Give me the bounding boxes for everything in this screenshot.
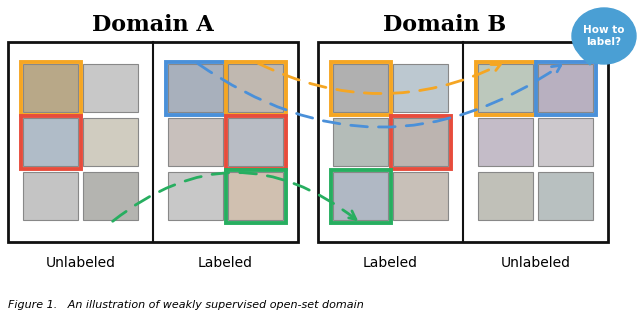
Bar — [330, 61, 390, 115]
Ellipse shape — [572, 8, 636, 64]
Bar — [538, 64, 593, 112]
Bar — [23, 118, 78, 166]
Bar — [83, 172, 138, 220]
Bar — [228, 172, 283, 220]
Bar — [166, 61, 225, 115]
Text: Figure 1.   An illustration of weakly supervised open-set domain: Figure 1. An illustration of weakly supe… — [8, 300, 364, 310]
Bar — [538, 172, 593, 220]
Bar — [393, 64, 448, 112]
Bar — [168, 118, 223, 166]
Bar — [20, 115, 81, 168]
Bar — [225, 115, 285, 168]
Bar — [478, 172, 533, 220]
Bar — [478, 64, 533, 112]
Bar — [390, 115, 451, 168]
Polygon shape — [580, 52, 596, 65]
Text: Labeled: Labeled — [198, 256, 253, 270]
Bar — [8, 42, 298, 242]
Text: Domain A: Domain A — [92, 14, 214, 36]
Bar — [23, 172, 78, 220]
Text: How to
label?: How to label? — [583, 25, 625, 47]
Bar — [333, 118, 388, 166]
Bar — [168, 172, 223, 220]
Bar — [393, 172, 448, 220]
Bar — [228, 118, 283, 166]
Bar — [393, 118, 448, 166]
Bar — [333, 64, 388, 112]
Bar — [225, 169, 285, 222]
Bar — [478, 118, 533, 166]
Bar — [318, 42, 608, 242]
Bar — [538, 118, 593, 166]
Text: Labeled: Labeled — [363, 256, 418, 270]
Bar — [536, 61, 595, 115]
Bar — [228, 64, 283, 112]
Bar — [23, 64, 78, 112]
Bar — [83, 118, 138, 166]
Bar — [333, 172, 388, 220]
Bar — [83, 64, 138, 112]
Bar — [330, 169, 390, 222]
Bar — [225, 61, 285, 115]
Text: Unlabeled: Unlabeled — [45, 256, 115, 270]
Bar — [168, 64, 223, 112]
Bar — [20, 61, 81, 115]
Text: Unlabeled: Unlabeled — [500, 256, 570, 270]
Bar — [476, 61, 536, 115]
Text: Domain B: Domain B — [383, 14, 507, 36]
